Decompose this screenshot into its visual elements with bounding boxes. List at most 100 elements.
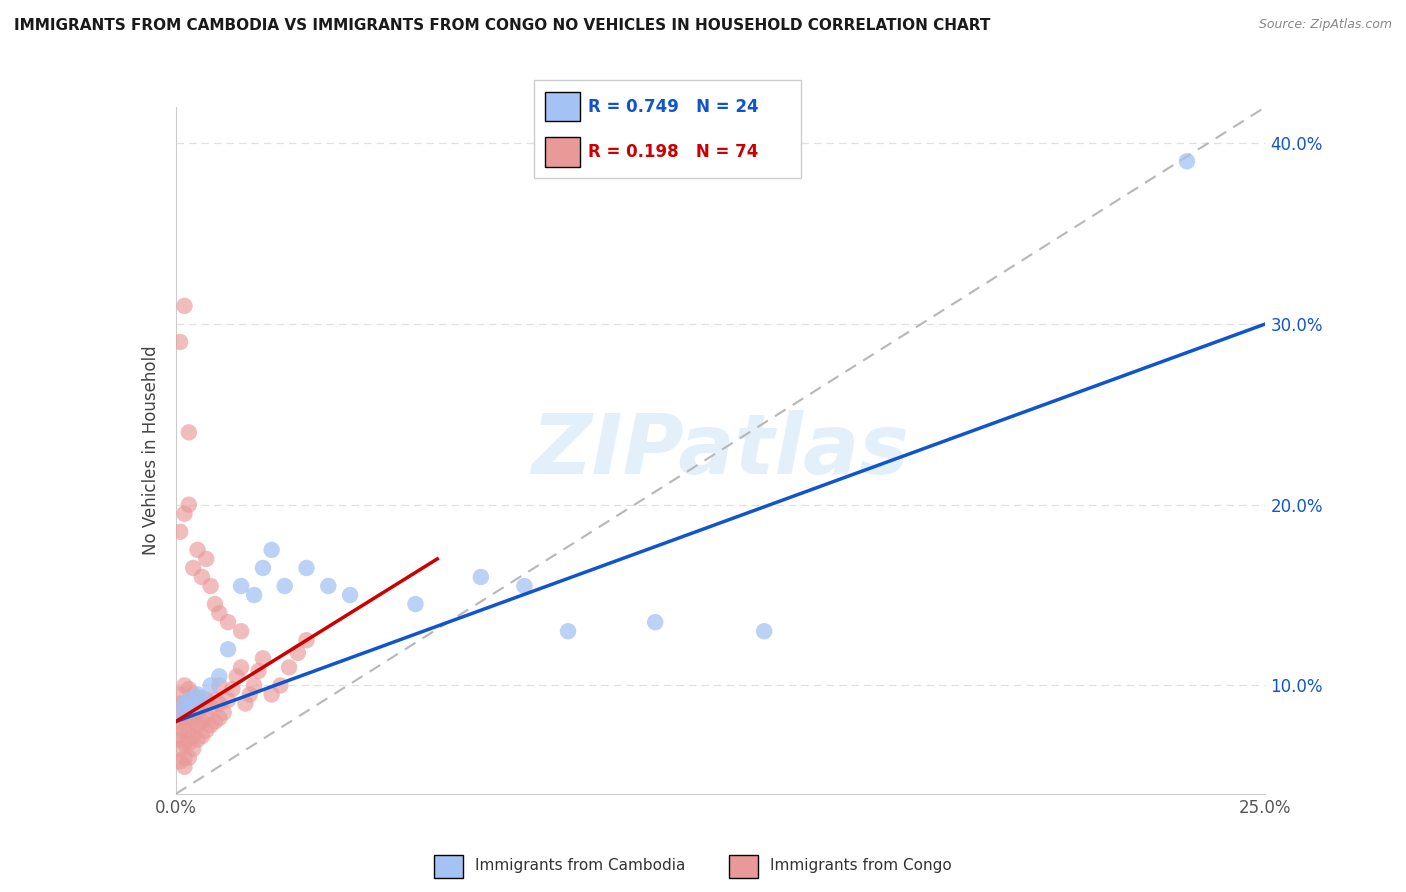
Point bbox=[200, 700, 222, 714]
Point bbox=[186, 688, 209, 702]
Point bbox=[169, 697, 191, 711]
Point bbox=[200, 718, 222, 732]
Point bbox=[269, 678, 291, 692]
Point bbox=[217, 642, 239, 657]
Point bbox=[200, 678, 222, 692]
Point bbox=[181, 700, 204, 714]
Point bbox=[177, 711, 200, 725]
Point bbox=[1175, 154, 1198, 169]
Point bbox=[173, 711, 195, 725]
Point bbox=[169, 706, 191, 720]
Point bbox=[195, 723, 218, 738]
Point bbox=[243, 588, 266, 602]
Point bbox=[208, 678, 231, 692]
Point bbox=[181, 714, 204, 729]
Point bbox=[339, 588, 361, 602]
Point bbox=[177, 693, 200, 707]
Point bbox=[169, 334, 191, 349]
Point bbox=[252, 561, 274, 575]
Point bbox=[252, 651, 274, 665]
Point bbox=[204, 597, 226, 611]
Point bbox=[181, 688, 204, 702]
Point bbox=[278, 660, 301, 674]
Point bbox=[231, 660, 253, 674]
Point bbox=[169, 723, 191, 738]
Point bbox=[169, 755, 191, 769]
Point bbox=[470, 570, 492, 584]
Point bbox=[235, 697, 257, 711]
Point bbox=[186, 732, 209, 747]
Point bbox=[287, 646, 309, 660]
Point bbox=[169, 524, 191, 539]
Point bbox=[177, 697, 200, 711]
Point bbox=[208, 606, 231, 620]
Point bbox=[195, 709, 218, 723]
Point bbox=[260, 688, 283, 702]
Text: R = 0.198   N = 74: R = 0.198 N = 74 bbox=[588, 143, 758, 161]
Point bbox=[204, 714, 226, 729]
Text: Source: ZipAtlas.com: Source: ZipAtlas.com bbox=[1258, 18, 1392, 31]
Point bbox=[173, 723, 195, 738]
Point bbox=[169, 688, 191, 702]
Text: R = 0.749   N = 24: R = 0.749 N = 24 bbox=[588, 98, 758, 116]
Point bbox=[274, 579, 297, 593]
Point bbox=[177, 425, 200, 440]
Point bbox=[186, 691, 209, 706]
Point bbox=[181, 729, 204, 743]
Point bbox=[186, 718, 209, 732]
Point bbox=[231, 579, 253, 593]
Point bbox=[191, 570, 214, 584]
Point bbox=[204, 693, 226, 707]
Point bbox=[208, 697, 231, 711]
Point bbox=[191, 700, 214, 714]
Point bbox=[173, 750, 195, 764]
Point bbox=[200, 579, 222, 593]
Point bbox=[169, 732, 191, 747]
Y-axis label: No Vehicles in Household: No Vehicles in Household bbox=[142, 345, 160, 556]
Point bbox=[186, 542, 209, 557]
Point bbox=[173, 678, 195, 692]
Point bbox=[177, 723, 200, 738]
Point bbox=[754, 624, 776, 639]
Point bbox=[247, 664, 270, 678]
Point bbox=[212, 706, 235, 720]
Point bbox=[177, 681, 200, 696]
Point bbox=[186, 706, 209, 720]
Point bbox=[173, 507, 195, 521]
FancyBboxPatch shape bbox=[534, 80, 801, 178]
Point bbox=[208, 669, 231, 683]
Point bbox=[644, 615, 666, 630]
Point bbox=[181, 700, 204, 714]
Point bbox=[173, 760, 195, 774]
Point bbox=[217, 693, 239, 707]
FancyBboxPatch shape bbox=[433, 855, 463, 878]
Point bbox=[208, 711, 231, 725]
Point bbox=[191, 691, 214, 706]
Point bbox=[169, 706, 191, 720]
Point bbox=[169, 714, 191, 729]
Text: ZIPatlas: ZIPatlas bbox=[531, 410, 910, 491]
FancyBboxPatch shape bbox=[728, 855, 758, 878]
Point bbox=[231, 624, 253, 639]
Point bbox=[181, 741, 204, 756]
Point bbox=[225, 669, 247, 683]
Point bbox=[169, 741, 191, 756]
Point bbox=[173, 697, 195, 711]
FancyBboxPatch shape bbox=[546, 92, 579, 121]
Point bbox=[173, 736, 195, 750]
Point bbox=[177, 498, 200, 512]
Point bbox=[318, 579, 340, 593]
Point bbox=[191, 729, 214, 743]
Point bbox=[217, 615, 239, 630]
FancyBboxPatch shape bbox=[546, 137, 579, 167]
Point bbox=[173, 299, 195, 313]
Point bbox=[295, 633, 318, 648]
Point bbox=[295, 561, 318, 575]
Point bbox=[239, 688, 262, 702]
Point bbox=[195, 552, 218, 566]
Point bbox=[243, 678, 266, 692]
Point bbox=[221, 681, 243, 696]
Point bbox=[557, 624, 579, 639]
Point bbox=[195, 693, 218, 707]
Point bbox=[260, 542, 283, 557]
